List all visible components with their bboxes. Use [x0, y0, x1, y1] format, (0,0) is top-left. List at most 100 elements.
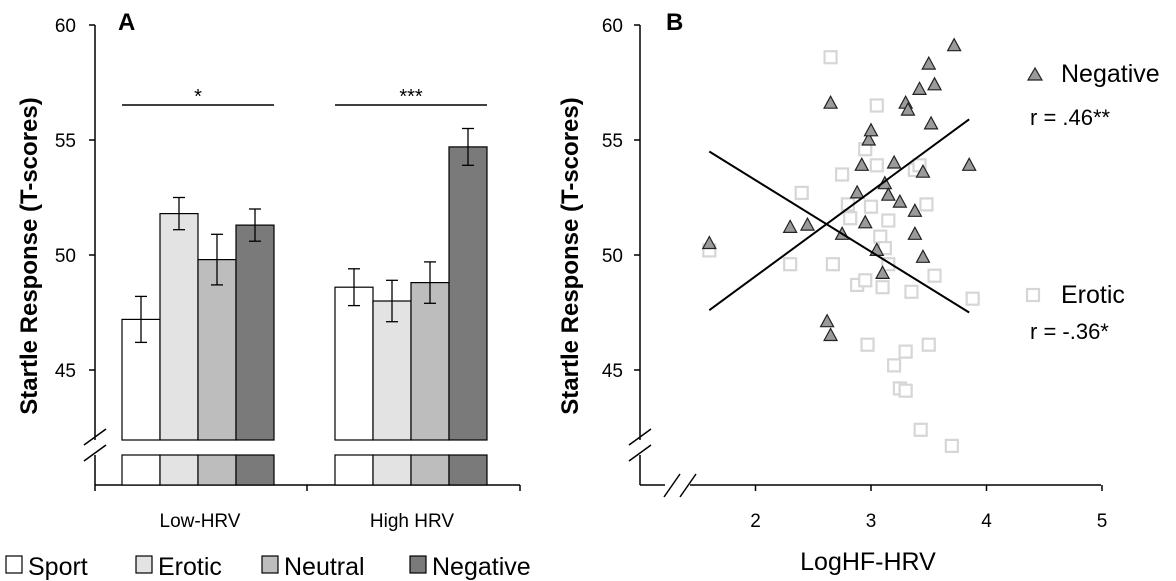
- panel-b-label: B: [666, 9, 683, 36]
- panel-a: A Startle Response (T-scores) 45 50 55 60 *…: [5, 9, 531, 581]
- significance-marker: ***: [399, 86, 423, 108]
- negative-point: [823, 327, 839, 342]
- negative-point: [915, 249, 931, 263]
- erotic-point: [860, 337, 875, 352]
- erotic-point: [869, 158, 884, 173]
- legend-label-negative: Negative: [432, 553, 531, 581]
- panel-b-points: [701, 37, 980, 453]
- negative-point: [880, 186, 896, 201]
- erotic-point: [863, 199, 879, 214]
- negative-point: [961, 157, 977, 171]
- axis-break-gap: [110, 441, 530, 454]
- negative-point: [923, 115, 939, 130]
- legend-swatch-negative: [409, 555, 427, 574]
- erotic-point: [919, 197, 934, 212]
- erotic-point: [873, 229, 888, 244]
- erotic-point: [843, 211, 858, 226]
- panel-b-y-axis-break-mark: [628, 444, 652, 462]
- negative-point: [907, 203, 923, 217]
- panel-a-significance: * ***: [122, 86, 487, 108]
- negative-point: [854, 157, 870, 171]
- erotic-point: [783, 257, 798, 272]
- negative-point: [857, 214, 873, 229]
- panel-a-legend: Sport Erotic Neutral Negative: [5, 553, 531, 581]
- erotic-point: [794, 185, 809, 200]
- panel-a-y-tick-label: 45: [55, 361, 76, 382]
- negative-point: [912, 81, 928, 96]
- legend-label-sport: Sport: [28, 553, 88, 581]
- legend-label-erotic: Erotic: [158, 553, 222, 581]
- panel-b-y-tick-label: 60: [602, 16, 623, 37]
- erotic-point: [898, 383, 913, 398]
- panel-a-y-tick-label: 60: [55, 16, 76, 37]
- panel-b-x-ticks: 2 3 4 5: [750, 485, 1107, 532]
- panel-b-ylabel: Startle Response (T-scores): [557, 97, 584, 414]
- legend-swatch-sport: [5, 555, 23, 574]
- legend-negative-marker: [1026, 66, 1044, 81]
- panel-a-categories: Low-HRV High HRV: [160, 511, 455, 532]
- panel-b-y-axis-break-mark: [628, 428, 652, 446]
- erotic-point: [875, 280, 890, 295]
- legend-swatch-neutral: [261, 555, 279, 574]
- bar-base-negative-1: [448, 454, 488, 486]
- panel-a-label: A: [118, 9, 135, 36]
- bar-base-neutral-0: [197, 454, 237, 486]
- significance-marker: *: [194, 86, 202, 108]
- negative-point: [782, 219, 798, 233]
- erotic-point: [858, 273, 873, 288]
- bar-base-negative-0: [235, 454, 275, 486]
- erotic-point: [823, 50, 838, 65]
- bar-sport-1: [334, 286, 374, 441]
- erotic-point: [881, 213, 896, 228]
- panel-a-y-tick-label: 50: [55, 246, 76, 267]
- panel-b-y-tick-label: 45: [602, 361, 623, 382]
- erotic-point: [921, 337, 936, 352]
- erotic-point: [965, 291, 980, 306]
- erotic-point: [927, 268, 942, 283]
- negative-point: [861, 131, 877, 146]
- panel-b-x-tick-label: 4: [981, 511, 992, 532]
- erotic-point: [904, 284, 919, 299]
- bar-neutral-0: [197, 259, 237, 441]
- panel-b-x-axis-break-mark: [679, 473, 697, 498]
- negative-point: [799, 216, 815, 231]
- negative-point: [875, 265, 891, 279]
- negative-point: [907, 226, 923, 240]
- negative-correlation: r = .46**: [1030, 105, 1111, 130]
- panel-b-trend-lines: [708, 118, 970, 314]
- negative-point: [819, 313, 835, 328]
- panel-b-x-axis-break-mark: [663, 473, 681, 498]
- panel-a-y-ticks: 45 50 55 60: [55, 16, 95, 382]
- panel-b-xlabel: LogHF-HRV: [800, 548, 936, 576]
- negative-point: [886, 154, 902, 169]
- erotic-point: [869, 98, 884, 113]
- trend-line-erotic: [708, 150, 970, 314]
- negative-point: [900, 101, 916, 116]
- negative-point: [863, 122, 879, 137]
- erotic-point: [898, 344, 913, 359]
- bar-base-erotic-1: [372, 454, 412, 486]
- panel-b-y-tick-label: 50: [602, 246, 623, 267]
- negative-point: [701, 235, 717, 250]
- bar-neutral-1: [410, 282, 450, 441]
- panel-b-x-tick-label: 2: [750, 511, 761, 532]
- negative-point: [946, 37, 962, 52]
- bar-base-sport-1: [334, 454, 374, 486]
- negative-point: [927, 76, 943, 91]
- negative-point: [849, 184, 865, 199]
- legend-swatch-erotic: [135, 555, 153, 574]
- bar-base-sport-0: [121, 454, 161, 486]
- legend-label-neutral: Neutral: [284, 553, 365, 581]
- category-label: High HRV: [370, 511, 454, 532]
- negative-point: [892, 193, 908, 208]
- panel-a-bars: [110, 127, 530, 486]
- erotic-point: [944, 438, 959, 453]
- bar-negative-1: [448, 146, 488, 441]
- negative-point: [915, 163, 931, 178]
- erotic-correlation: r = -.36*: [1030, 319, 1109, 344]
- category-label: Low-HRV: [160, 511, 241, 532]
- panel-a-y-tick-label: 55: [55, 131, 76, 152]
- panel-a-axis-break-mark: [83, 428, 107, 446]
- legend-erotic-label: Erotic: [1061, 281, 1125, 309]
